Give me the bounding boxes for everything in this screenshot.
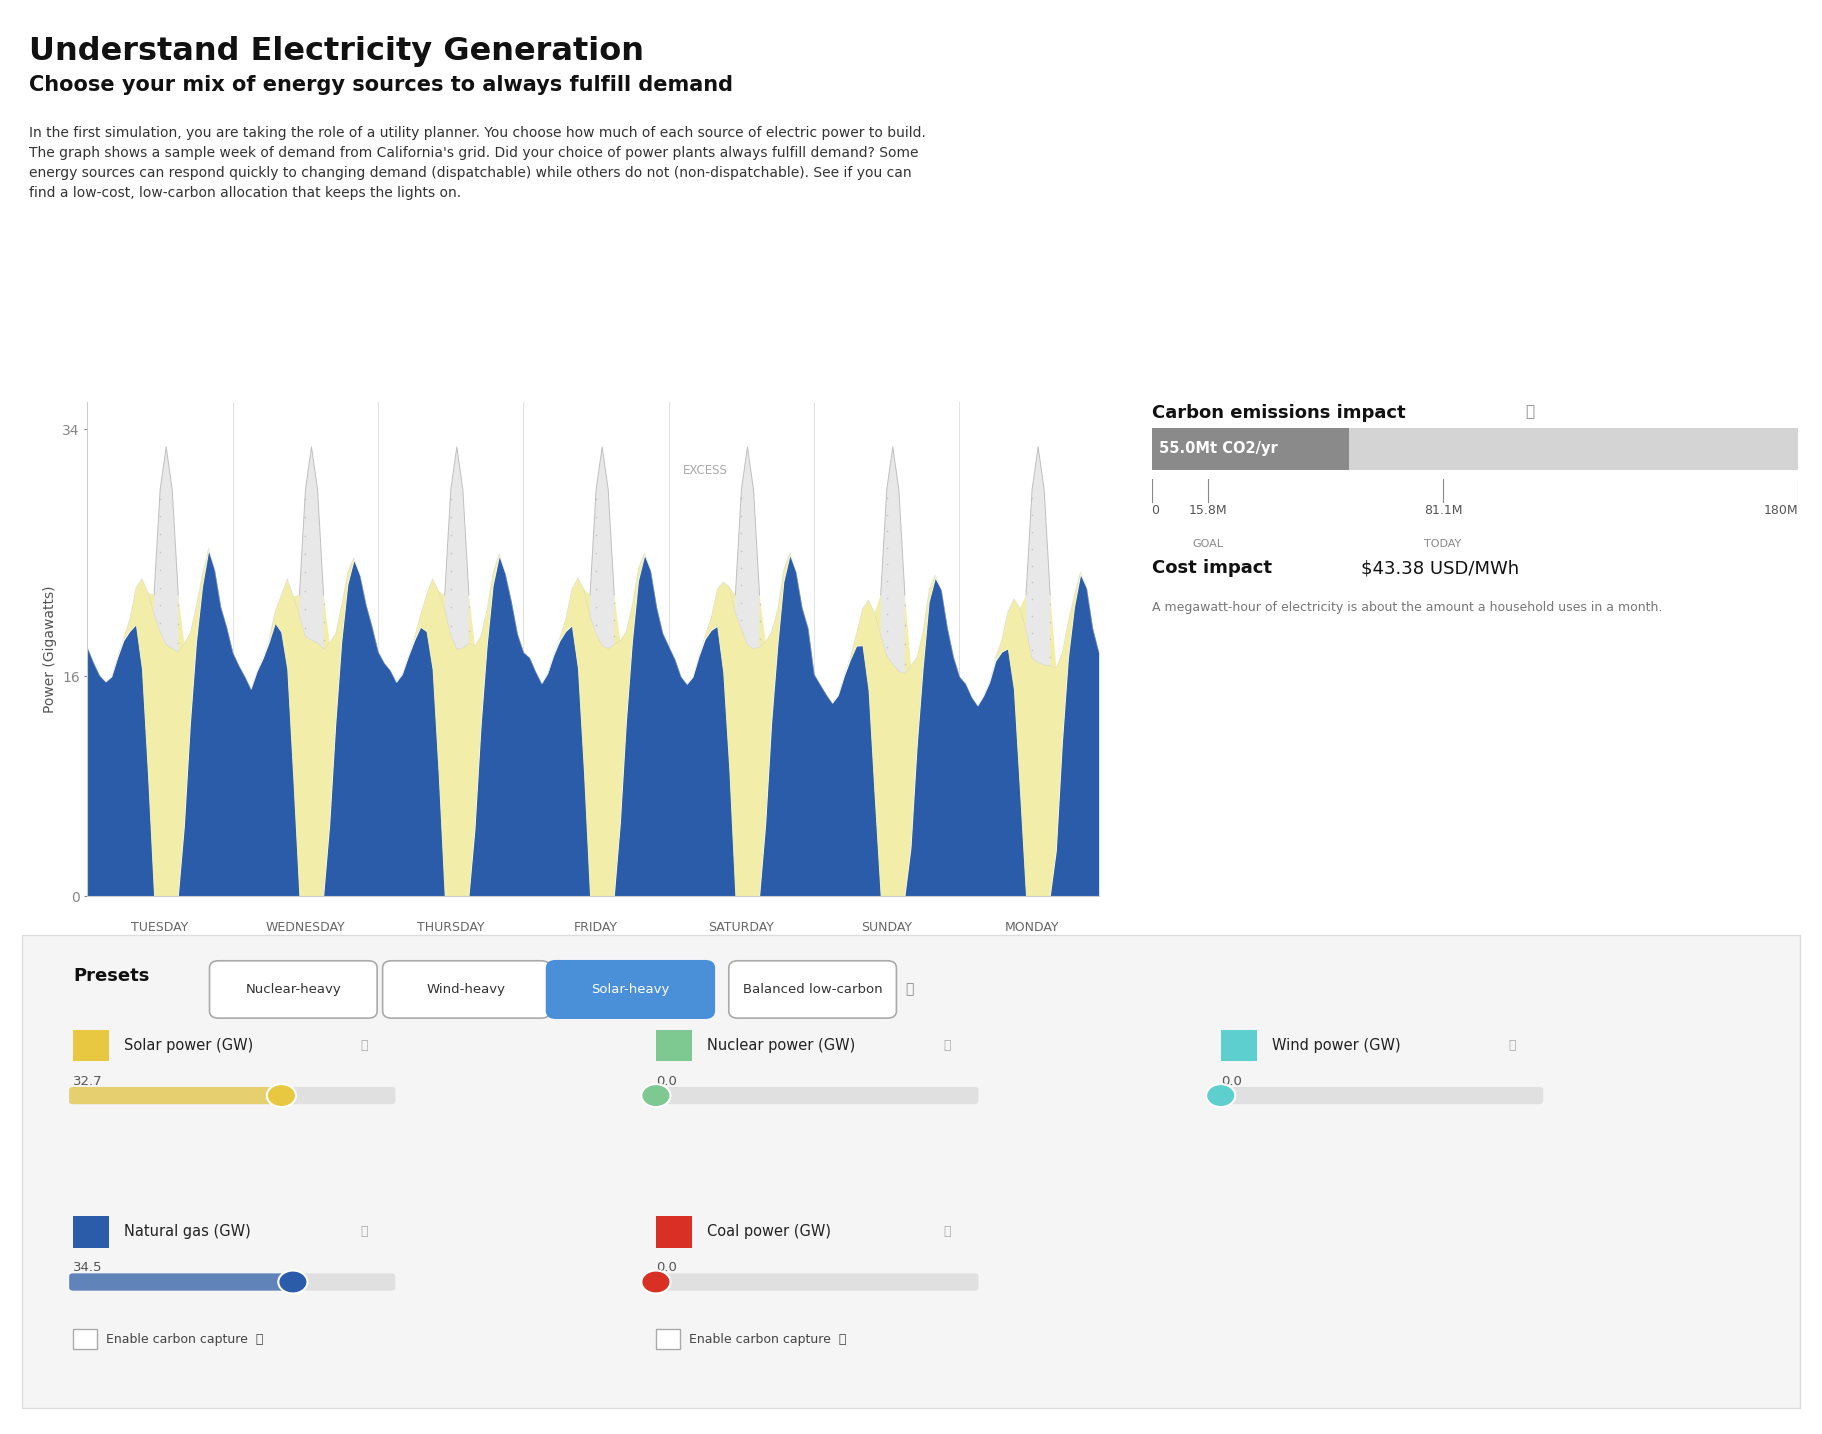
Text: $43.38 USD/MWh: $43.38 USD/MWh — [1361, 559, 1520, 578]
Text: ⓘ: ⓘ — [361, 1225, 368, 1239]
Text: WEDNESDAY: WEDNESDAY — [266, 921, 344, 934]
Text: 55.0Mt CO2/yr: 55.0Mt CO2/yr — [1159, 442, 1277, 456]
Text: 0.0: 0.0 — [656, 1074, 676, 1088]
Text: 34.5: 34.5 — [73, 1260, 102, 1275]
Text: ⓘ: ⓘ — [361, 1038, 368, 1053]
Text: Solar-heavy: Solar-heavy — [590, 982, 670, 997]
Text: 0.0: 0.0 — [656, 1260, 676, 1275]
Y-axis label: Power (Gigawatts): Power (Gigawatts) — [42, 585, 56, 713]
Text: Coal power (GW): Coal power (GW) — [707, 1225, 831, 1239]
Text: In the first simulation, you are taking the role of a utility planner. You choos: In the first simulation, you are taking … — [29, 126, 926, 201]
Text: 0: 0 — [1152, 505, 1159, 518]
Bar — [1152, 429, 1348, 469]
Text: MONDAY: MONDAY — [1004, 921, 1059, 934]
Text: Understand Electricity Generation: Understand Electricity Generation — [29, 36, 645, 67]
Text: Solar power (GW): Solar power (GW) — [124, 1038, 253, 1053]
Text: FRIDAY: FRIDAY — [574, 921, 618, 934]
Text: Cost impact: Cost impact — [1152, 559, 1272, 578]
Text: SUNDAY: SUNDAY — [862, 921, 913, 934]
Text: Enable carbon capture  ⓘ: Enable carbon capture ⓘ — [106, 1332, 262, 1347]
Text: TODAY: TODAY — [1425, 539, 1461, 549]
Bar — [1152, 429, 1798, 469]
Text: ⓘ: ⓘ — [1509, 1038, 1516, 1053]
Text: ⓘ: ⓘ — [944, 1038, 951, 1053]
Text: 180M: 180M — [1764, 505, 1798, 518]
Text: THURSDAY: THURSDAY — [417, 921, 485, 934]
Text: Nuclear-heavy: Nuclear-heavy — [246, 982, 341, 997]
Text: Wind power (GW): Wind power (GW) — [1272, 1038, 1401, 1053]
Text: Carbon emissions impact: Carbon emissions impact — [1152, 404, 1405, 423]
Text: Balanced low-carbon: Balanced low-carbon — [743, 982, 882, 997]
Text: Enable carbon capture  ⓘ: Enable carbon capture ⓘ — [689, 1332, 845, 1347]
Text: Choose your mix of energy sources to always fulfill demand: Choose your mix of energy sources to alw… — [29, 75, 732, 95]
Text: A megawatt-hour of electricity is about the amount a household uses in a month.: A megawatt-hour of electricity is about … — [1152, 601, 1662, 614]
Text: EXCESS: EXCESS — [683, 463, 727, 476]
Text: SATURDAY: SATURDAY — [709, 921, 774, 934]
Text: Nuclear power (GW): Nuclear power (GW) — [707, 1038, 855, 1053]
Text: GOAL: GOAL — [1193, 539, 1224, 549]
Text: 0.0: 0.0 — [1221, 1074, 1241, 1088]
Text: 81.1M: 81.1M — [1423, 505, 1463, 518]
Text: 32.7: 32.7 — [73, 1074, 102, 1088]
Text: TUESDAY: TUESDAY — [131, 921, 189, 934]
Text: 15.8M: 15.8M — [1190, 505, 1228, 518]
Text: Natural gas (GW): Natural gas (GW) — [124, 1225, 251, 1239]
Text: ⓘ: ⓘ — [1525, 404, 1534, 419]
Text: ⓘ: ⓘ — [906, 982, 915, 997]
Text: Presets: Presets — [73, 967, 149, 985]
Text: Wind-heavy: Wind-heavy — [426, 982, 507, 997]
Text: ⓘ: ⓘ — [944, 1225, 951, 1239]
